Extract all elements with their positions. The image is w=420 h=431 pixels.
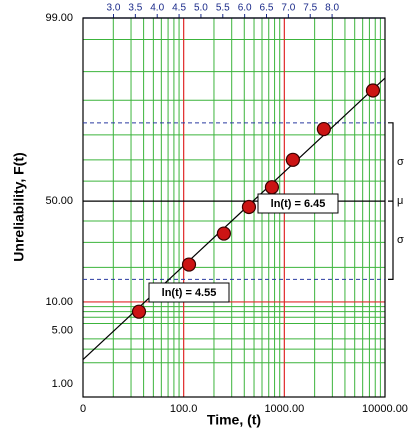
data-point [241,199,257,215]
plot-frame [82,17,386,398]
top-tick-label: 7.5 [303,3,317,14]
x-axis-title: Time, (t) [207,412,261,428]
bracket-label: μ [397,195,403,207]
annotation: ln(t) = 4.55 [162,287,217,299]
top-tick-label: 6.0 [238,3,252,14]
data-point [285,152,300,167]
y-tick-label: 99.00 [45,12,73,24]
y-tick-label: 50.00 [45,195,73,207]
annotation-box [257,193,339,214]
sigma-bracket [388,122,394,280]
data-point [181,257,197,272]
bracket-label: σ [397,156,404,168]
top-tick-label: 5.0 [194,3,208,14]
data-point [365,83,381,98]
top-tick-label: 5.5 [216,3,230,14]
annotation: ln(t) = 6.45 [271,198,326,210]
x-tick-label: 100.0 [170,403,198,415]
data-point [264,180,280,195]
x-tick-label: 0 [80,403,86,415]
data-point [131,304,147,319]
data-point [216,226,232,241]
x-tick-label: 10000.00 [362,403,408,415]
data-point [316,121,331,137]
y-tick-label: 10.00 [45,296,73,308]
top-tick-label: 7.0 [281,3,295,14]
y-tick-label: 5.00 [52,324,73,336]
top-tick-label: 3.5 [128,3,142,14]
top-tick-label: 6.5 [260,3,274,14]
y-tick-label: 1.00 [52,378,73,390]
top-tick-label: 4.5 [172,3,186,14]
x-tick-label: 1000.00 [264,403,304,415]
annotation-box [148,282,230,303]
y-axis-title: Unreliability, F(t) [11,152,27,261]
top-tick-label: 4.0 [150,3,164,14]
top-tick-label: 8.0 [325,3,339,14]
bracket-label: σ [397,234,404,246]
top-tick-label: 3.0 [107,3,121,14]
